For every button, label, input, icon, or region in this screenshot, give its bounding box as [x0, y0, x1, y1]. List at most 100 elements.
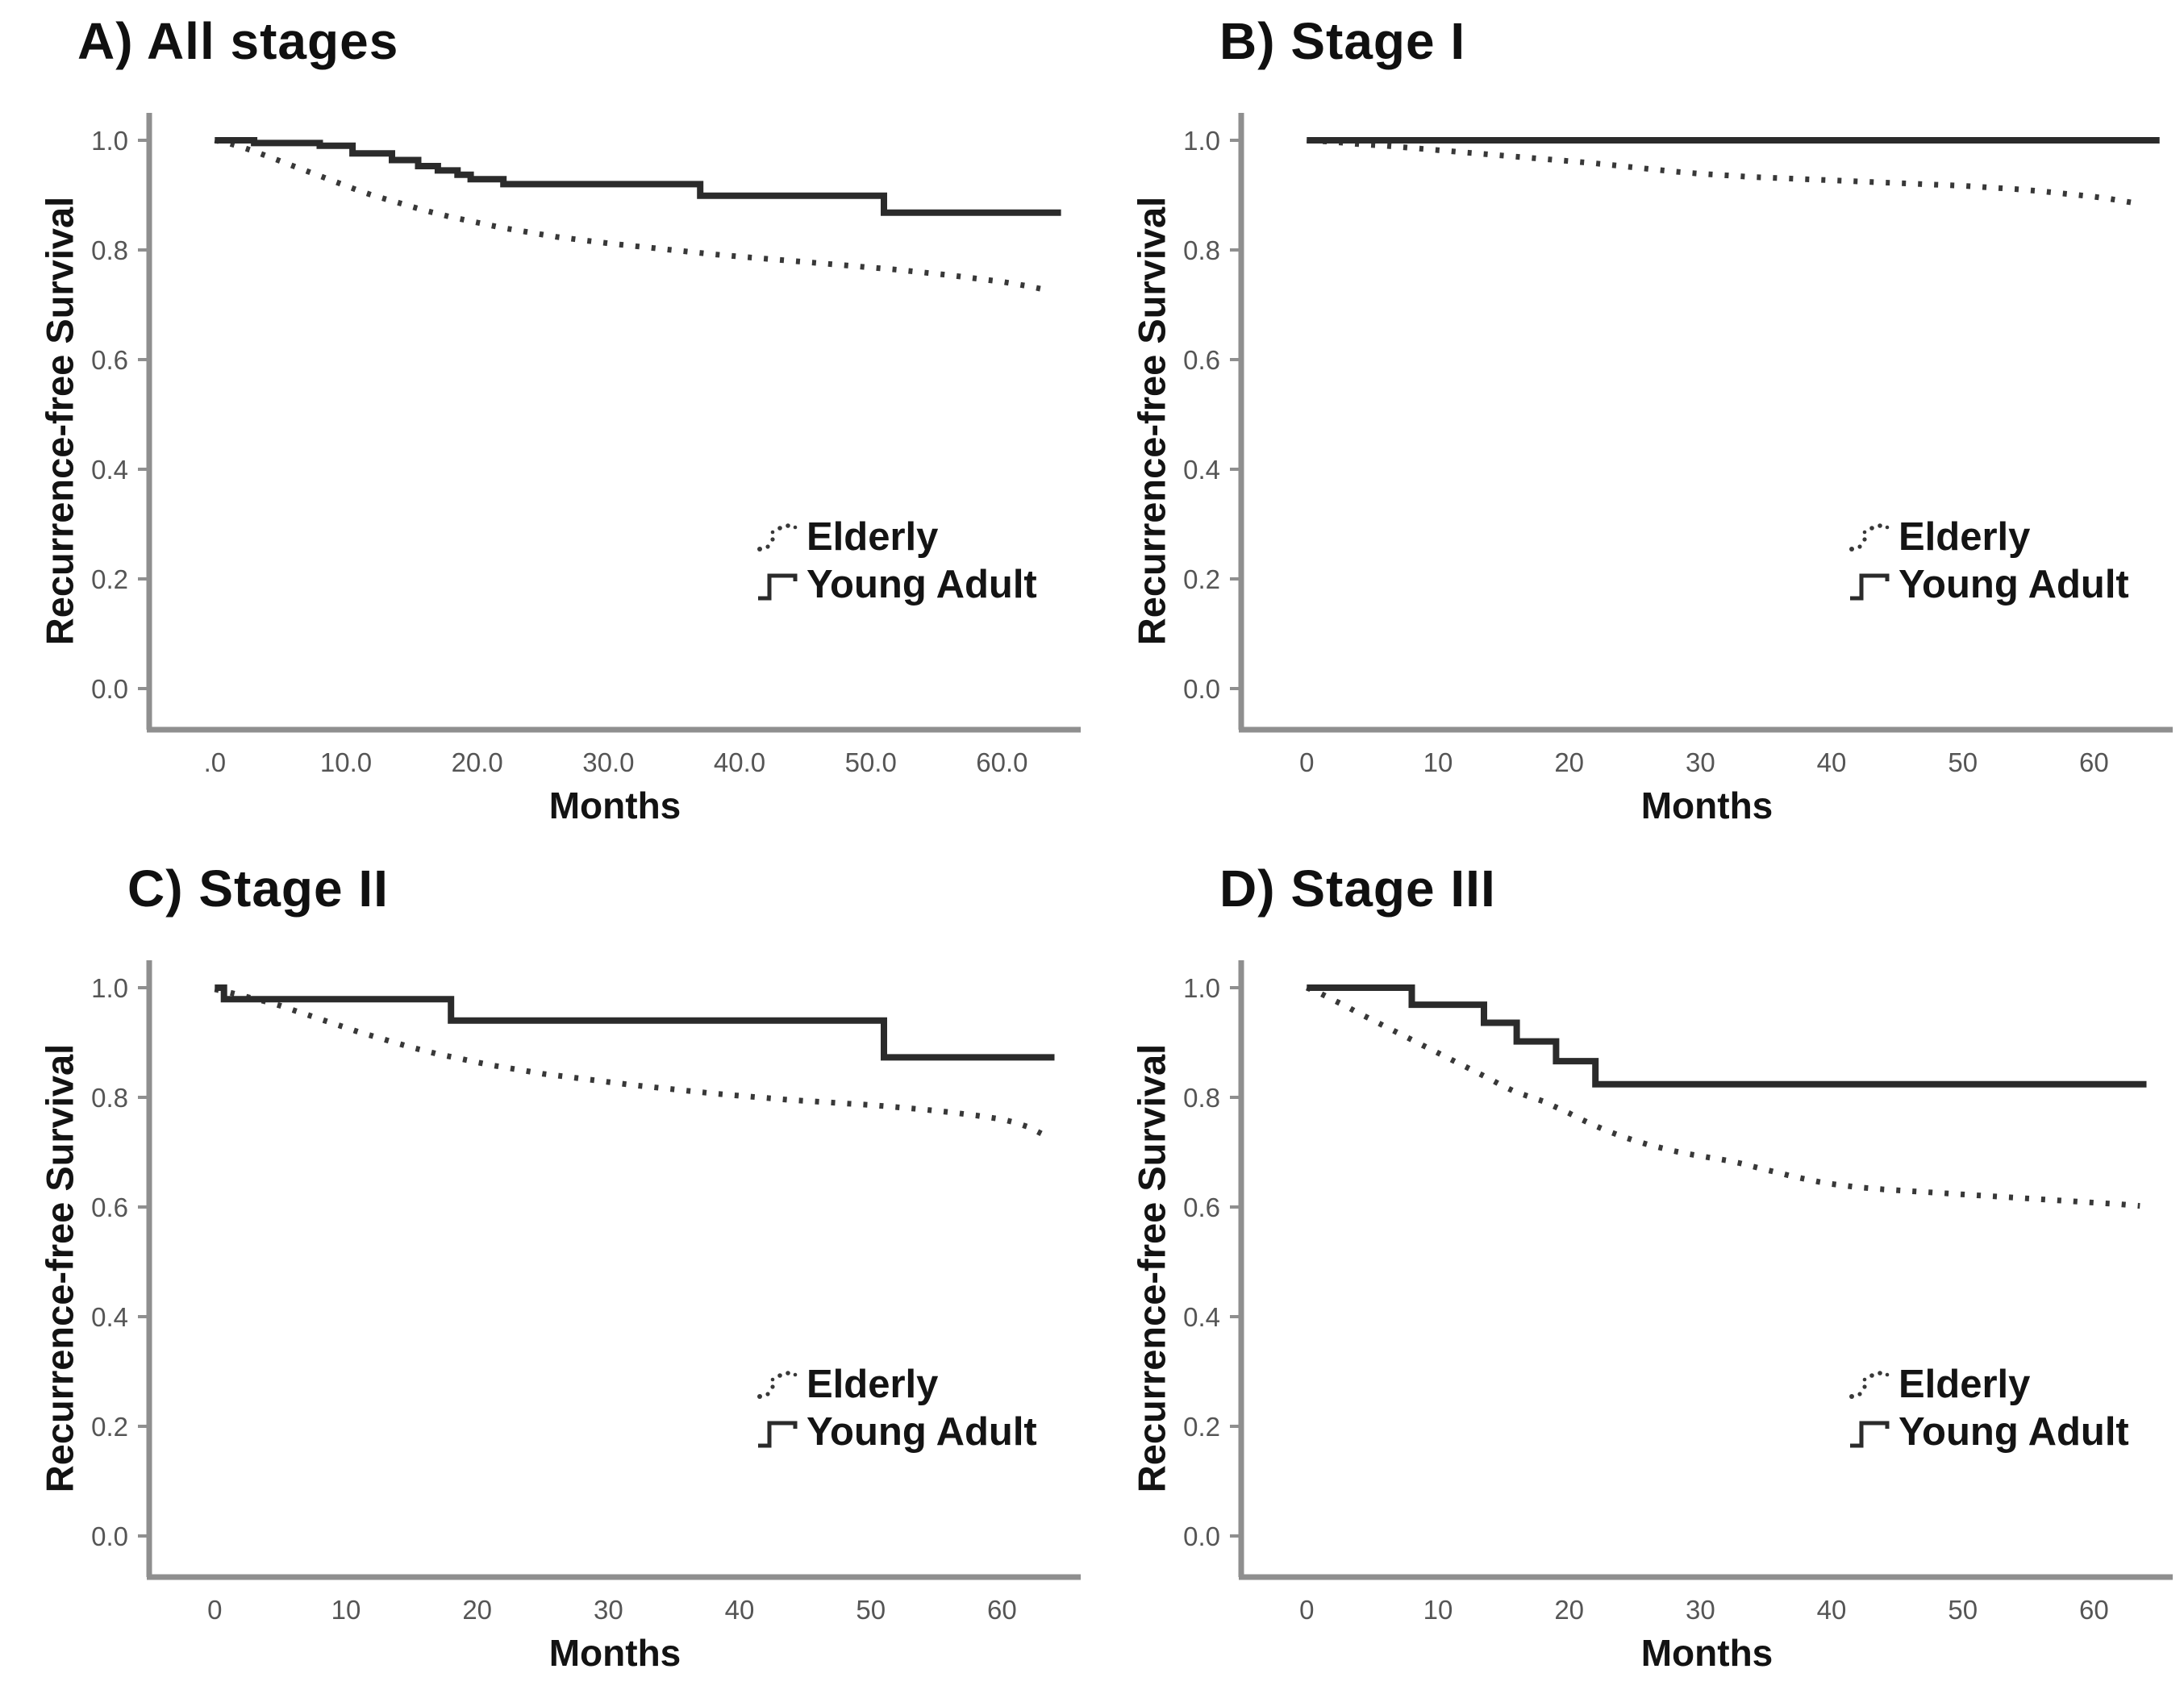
x-tick-label: 30.0 — [582, 747, 634, 777]
x-tick-label: 10 — [1423, 1595, 1453, 1625]
young-adult-curve — [215, 984, 1055, 1061]
y-tick-label: 1.0 — [1183, 126, 1220, 156]
legend-item-elderly: Elderly — [756, 518, 1037, 557]
x-tick-label: 20 — [1554, 1595, 1584, 1625]
panel-stage-3: D) Stage III Recurrence-free Survival 1.… — [1092, 847, 2184, 1694]
legend-item-elderly: Elderly — [1848, 518, 2129, 557]
x-tick-label: 10.0 — [320, 747, 372, 777]
x-tick-label: 60.0 — [976, 747, 1027, 777]
legend-item-young-adult: Young Adult — [756, 1413, 1037, 1452]
x-tick-label: 40 — [725, 1595, 755, 1625]
legend: Elderly Young Adult — [756, 518, 1037, 605]
y-tick-label: 0.2 — [1183, 1412, 1220, 1442]
legend-label-young-adult: Young Adult — [806, 1410, 1037, 1454]
y-tick-label: 0.4 — [1183, 455, 1220, 485]
y-tick-label: 0.6 — [1183, 1192, 1220, 1222]
legend-label-elderly: Elderly — [806, 1363, 939, 1406]
legend-item-elderly: Elderly — [1848, 1365, 2129, 1405]
y-tick-label: 0.0 — [91, 674, 128, 704]
panel-title: A) All stages — [77, 12, 399, 70]
legend: Elderly Young Adult — [1848, 1365, 2129, 1452]
y-tick-label: 0.8 — [91, 235, 128, 265]
elderly-line-sample — [757, 522, 798, 551]
elderly-curve — [1307, 137, 2140, 207]
y-tick-label: 0.2 — [91, 564, 128, 594]
y-tick-label: 0.8 — [91, 1083, 128, 1113]
panel-title: C) Stage II — [127, 859, 389, 918]
x-tick-label: 30 — [1686, 1595, 1715, 1625]
x-tick-label: 60 — [2079, 1595, 2109, 1625]
young-adult-line-sample — [1850, 573, 1890, 600]
x-axis-title: Months — [548, 1632, 681, 1674]
x-tick-label: 40 — [1817, 747, 1847, 777]
x-tick-label: 50 — [856, 1595, 886, 1625]
young-adult-curve — [215, 137, 1061, 216]
x-axis-title: Months — [548, 785, 681, 826]
plot-area: 1.0 0.8 0.6 0.4 0.2 0.0 0 10 20 30 40 50 60 — [1183, 113, 2173, 777]
young-adult-line-sample — [758, 1421, 798, 1447]
elderly-line-sample — [1849, 1370, 1890, 1399]
x-tick-label: 50 — [1948, 747, 1978, 777]
y-tick-label: 1.0 — [1183, 973, 1220, 1003]
legend-item-young-adult: Young Adult — [756, 565, 1037, 605]
x-axis-title: Months — [1640, 785, 1773, 826]
legend-label-elderly: Elderly — [806, 515, 939, 559]
y-tick-label: 0.0 — [1183, 674, 1220, 704]
legend-label-young-adult: Young Adult — [1898, 563, 2129, 606]
legend-item-elderly: Elderly — [756, 1365, 1037, 1405]
panel-stage-1: B) Stage I Recurrence-free Survival 1.0 0… — [1092, 0, 2184, 847]
y-tick-label: 0.4 — [1183, 1302, 1220, 1332]
legend-label-elderly: Elderly — [1898, 515, 2031, 559]
x-tick-label: 30 — [1686, 747, 1715, 777]
plot-area: 1.0 0.8 0.6 0.4 0.2 0.0 0 10 20 30 40 50 60 — [1183, 960, 2173, 1625]
legend: Elderly Young Adult — [1848, 518, 2129, 605]
elderly-curve — [1305, 984, 2140, 1209]
elderly-line-sample — [757, 1370, 798, 1399]
y-tick-label: 1.0 — [91, 973, 128, 1003]
x-tick-label: 60 — [987, 1595, 1017, 1625]
y-tick-label: 0.8 — [1183, 1083, 1220, 1113]
y-tick-label: 0.2 — [1183, 564, 1220, 594]
elderly-curve — [214, 137, 1049, 293]
plot-area: 1.0 0.8 0.6 0.4 0.2 0.0 0 10 20 30 40 50 60 — [91, 960, 1081, 1625]
x-tick-label: 50.0 — [845, 747, 897, 777]
legend-label-young-adult: Young Adult — [806, 563, 1037, 606]
x-tick-label: 10 — [331, 1595, 361, 1625]
x-tick-label: 60 — [2079, 747, 2109, 777]
young-adult-line-sample — [758, 573, 798, 600]
x-axis-title: Months — [1640, 1632, 1773, 1674]
young-adult-line-sample — [1850, 1421, 1890, 1447]
y-tick-label: 0.2 — [91, 1412, 128, 1442]
legend: Elderly Young Adult — [756, 1365, 1037, 1452]
x-tick-label: 20 — [462, 1595, 492, 1625]
y-tick-label: 0.4 — [91, 1302, 128, 1332]
x-tick-label: 10 — [1423, 747, 1453, 777]
legend-label-young-adult: Young Adult — [1898, 1410, 2129, 1454]
y-tick-label: 0.6 — [91, 1192, 128, 1222]
panel-all-stages: A) All stages Recurrence-free Survival 1… — [0, 0, 1092, 847]
y-tick-label: 0.6 — [1183, 345, 1220, 375]
x-tick-label: 20.0 — [452, 747, 503, 777]
x-tick-label: .0 — [204, 747, 227, 777]
panel-stage-2: C) Stage II Recurrence-free Survival 1.0… — [0, 847, 1092, 1694]
x-tick-label: 0 — [1299, 747, 1314, 777]
x-tick-label: 30 — [594, 1595, 623, 1625]
young-adult-curve — [1307, 984, 2147, 1088]
y-tick-label: 0.0 — [91, 1521, 128, 1551]
legend-label-elderly: Elderly — [1898, 1363, 2031, 1406]
x-tick-label: 40 — [1817, 1595, 1847, 1625]
y-tick-label: 0.4 — [91, 455, 128, 485]
x-tick-label: 50 — [1948, 1595, 1978, 1625]
legend-item-young-adult: Young Adult — [1848, 565, 2129, 605]
elderly-line-sample — [1849, 522, 1890, 551]
x-tick-label: 0 — [1299, 1595, 1314, 1625]
x-tick-label: 0 — [207, 1595, 222, 1625]
x-tick-label: 40.0 — [714, 747, 765, 777]
panel-title: D) Stage III — [1219, 859, 1496, 918]
y-tick-label: 0.8 — [1183, 235, 1220, 265]
x-tick-label: 20 — [1554, 747, 1584, 777]
legend-item-young-adult: Young Adult — [1848, 1413, 2129, 1452]
y-tick-label: 1.0 — [91, 126, 128, 156]
plot-area: 1.0 0.8 0.6 0.4 0.2 0.0 .0 10.0 20.0 30.0 40.0 50.0… — [91, 113, 1081, 777]
